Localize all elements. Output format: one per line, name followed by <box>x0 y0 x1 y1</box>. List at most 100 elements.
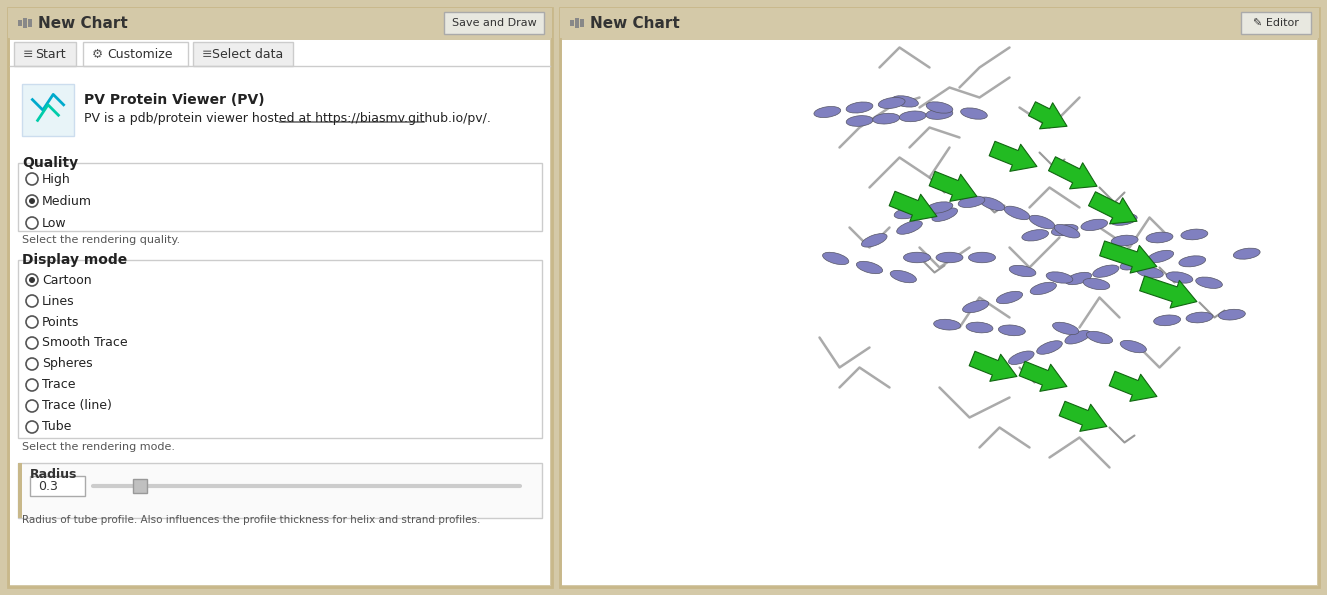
Ellipse shape <box>1082 219 1108 231</box>
Text: Radius: Radius <box>31 468 77 481</box>
Ellipse shape <box>958 196 985 208</box>
Ellipse shape <box>969 252 995 263</box>
Text: ✎ Editor: ✎ Editor <box>1253 18 1299 28</box>
Text: Tube: Tube <box>42 421 72 434</box>
Bar <box>560 8 1319 38</box>
Ellipse shape <box>1010 265 1036 277</box>
Ellipse shape <box>1147 232 1173 243</box>
Bar <box>8 8 552 587</box>
Bar <box>23 84 74 136</box>
Ellipse shape <box>878 98 905 108</box>
Bar <box>19 20 23 26</box>
Circle shape <box>27 274 38 286</box>
Ellipse shape <box>934 320 961 330</box>
Text: Select the rendering mode.: Select the rendering mode. <box>23 442 175 452</box>
FancyArrowPatch shape <box>1109 371 1157 402</box>
Bar <box>133 479 147 493</box>
FancyArrowPatch shape <box>1019 361 1067 392</box>
Ellipse shape <box>1046 272 1072 283</box>
Ellipse shape <box>873 113 900 124</box>
Ellipse shape <box>961 108 987 119</box>
Text: Medium: Medium <box>42 195 92 208</box>
Ellipse shape <box>1092 265 1119 277</box>
Ellipse shape <box>904 252 930 263</box>
Circle shape <box>27 337 38 349</box>
FancyArrowPatch shape <box>969 351 1016 381</box>
Bar <box>19 163 541 231</box>
Bar <box>31 476 85 496</box>
Text: Lines: Lines <box>42 295 74 308</box>
Ellipse shape <box>1111 214 1137 226</box>
Bar <box>575 18 579 28</box>
Circle shape <box>27 195 38 207</box>
Text: Select the rendering quality.: Select the rendering quality. <box>23 235 180 245</box>
Bar <box>571 20 575 26</box>
Text: PV Protein Viewer (PV): PV Protein Viewer (PV) <box>84 93 264 107</box>
Ellipse shape <box>1087 331 1112 344</box>
Ellipse shape <box>1051 224 1078 236</box>
Bar <box>84 42 188 66</box>
Ellipse shape <box>847 102 873 113</box>
Bar <box>23 18 27 28</box>
Text: Points: Points <box>42 315 80 328</box>
Text: Save and Draw: Save and Draw <box>451 18 536 28</box>
Ellipse shape <box>861 234 886 247</box>
Circle shape <box>27 400 38 412</box>
FancyArrowPatch shape <box>1088 192 1137 224</box>
FancyArrowPatch shape <box>889 192 937 221</box>
Ellipse shape <box>1111 235 1139 246</box>
Text: ≡: ≡ <box>23 48 33 61</box>
Ellipse shape <box>1153 315 1181 325</box>
Text: Radius of tube profile. Also influences the profile thickness for helix and stra: Radius of tube profile. Also influences … <box>23 515 480 525</box>
Ellipse shape <box>966 322 993 333</box>
Circle shape <box>27 379 38 391</box>
Text: Trace: Trace <box>42 378 76 392</box>
Ellipse shape <box>926 109 953 120</box>
Ellipse shape <box>1181 229 1208 240</box>
Text: Spheres: Spheres <box>42 358 93 371</box>
Bar <box>15 42 76 66</box>
Ellipse shape <box>1148 250 1173 262</box>
Text: PV is a pdb/protein viewer hosted at https://biasmv.github.io/pv/.: PV is a pdb/protein viewer hosted at htt… <box>84 111 491 124</box>
Text: New Chart: New Chart <box>38 15 127 30</box>
Ellipse shape <box>1022 230 1048 241</box>
Circle shape <box>29 198 35 204</box>
Bar <box>580 19 584 27</box>
Text: Cartoon: Cartoon <box>42 274 92 287</box>
Bar <box>19 463 23 518</box>
FancyArrowPatch shape <box>1048 157 1097 189</box>
Ellipse shape <box>900 111 926 122</box>
Text: Display mode: Display mode <box>23 253 127 267</box>
Ellipse shape <box>1218 309 1245 320</box>
Text: ⚙: ⚙ <box>92 48 102 61</box>
Bar <box>19 260 541 438</box>
Ellipse shape <box>1120 258 1147 270</box>
Ellipse shape <box>998 325 1026 336</box>
Text: Smooth Trace: Smooth Trace <box>42 337 127 349</box>
Text: New Chart: New Chart <box>591 15 679 30</box>
Bar <box>28 19 32 27</box>
Ellipse shape <box>1054 224 1080 238</box>
Ellipse shape <box>1052 322 1079 334</box>
Text: High: High <box>42 173 70 186</box>
Ellipse shape <box>1233 248 1261 259</box>
Text: ≡: ≡ <box>202 48 212 61</box>
Ellipse shape <box>813 107 841 118</box>
Ellipse shape <box>847 115 873 126</box>
Bar <box>560 8 1319 587</box>
Bar <box>563 40 1316 585</box>
Ellipse shape <box>997 292 1023 303</box>
Text: 0.3: 0.3 <box>38 480 58 493</box>
FancyArrowPatch shape <box>1028 102 1067 129</box>
Text: Start: Start <box>35 48 65 61</box>
Text: Low: Low <box>42 217 66 230</box>
Ellipse shape <box>1005 206 1030 220</box>
Ellipse shape <box>1030 282 1056 295</box>
Ellipse shape <box>932 208 958 221</box>
Bar <box>192 42 293 66</box>
Ellipse shape <box>1178 256 1206 267</box>
Ellipse shape <box>1009 351 1034 365</box>
Ellipse shape <box>1186 312 1213 323</box>
Circle shape <box>27 173 38 185</box>
Circle shape <box>27 295 38 307</box>
